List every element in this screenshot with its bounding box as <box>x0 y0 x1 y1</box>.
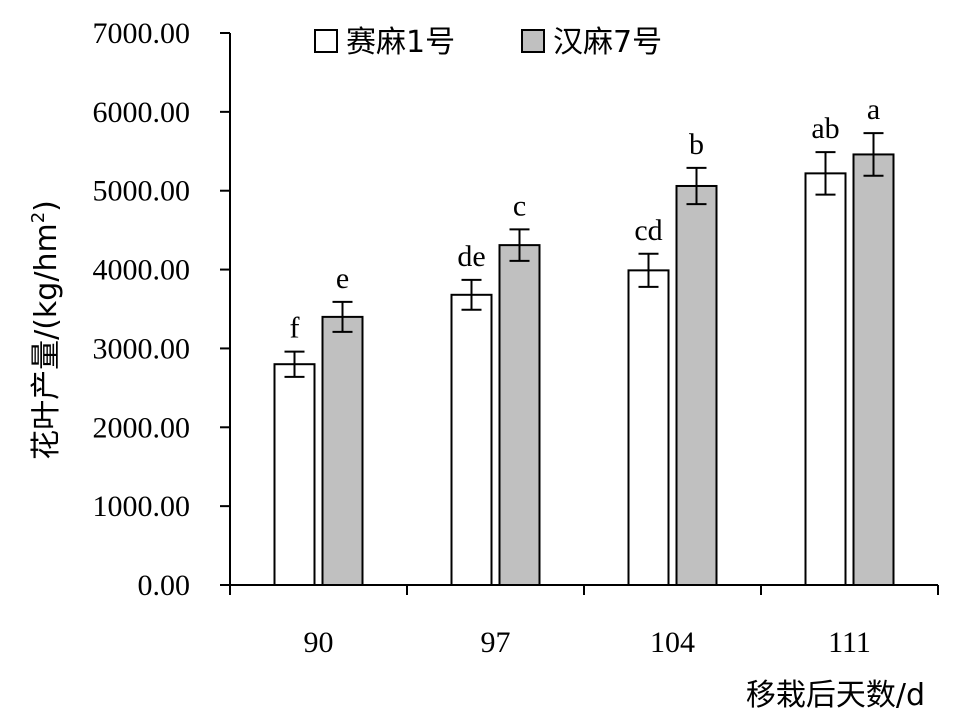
y-ticks: 0.00 1000.00 2000.00 3000.00 4000.00 5000.00 6… <box>93 17 230 602</box>
bar-series-2-104 <box>675 184 718 587</box>
error-bars <box>284 132 884 378</box>
y-axis-title-end: ) <box>29 200 64 212</box>
significance-labels: f e dec cd b aba <box>290 93 881 344</box>
y-tick-label: 5000.00 <box>93 175 191 208</box>
significance-label-series-1-90: f <box>290 312 300 345</box>
significance-label-series-2-97: c <box>513 189 526 222</box>
x-tick-label: 111 <box>828 626 871 659</box>
y-tick-label: 2000.00 <box>93 411 191 444</box>
x-axis-title: 移栽后天数/d <box>746 678 925 713</box>
significance-label-series-2-104: b <box>689 128 704 161</box>
bar-series-1-97 <box>450 293 493 586</box>
y-axis-title-main: 花叶产量/(kg/hm <box>29 223 64 460</box>
bar-series-2-111 <box>852 153 895 586</box>
x-tick-label: 90 <box>304 626 334 659</box>
legend-swatch-series-2 <box>521 29 545 53</box>
x-tick-label: 97 <box>481 626 511 659</box>
legend-label-series-1: 赛麻1号 <box>346 25 455 60</box>
significance-label-series-2-111: a <box>867 93 880 126</box>
y-tick-label: 7000.00 <box>93 17 191 50</box>
bar-series-1-104 <box>627 269 670 586</box>
bar-series-2-97 <box>498 244 541 587</box>
y-tick-label: 6000.00 <box>93 96 191 129</box>
bar-series-2-90 <box>321 315 364 586</box>
y-tick-label: 1000.00 <box>93 490 191 523</box>
bars <box>273 153 895 587</box>
y-tick-label: 3000.00 <box>93 332 191 365</box>
legend: 赛麻1号 汉麻7号 <box>314 25 662 60</box>
y-tick-label: 4000.00 <box>93 254 191 287</box>
y-axis-title: 花叶产量/(kg/hm2) <box>28 200 64 460</box>
x-tick-label: 104 <box>650 626 695 659</box>
legend-swatch-series-1 <box>314 29 338 53</box>
legend-label-series-2: 汉麻7号 <box>553 25 662 60</box>
y-tick-label: 0.00 <box>138 569 191 602</box>
bar-series-1-111 <box>804 172 847 586</box>
bar-series-1-90 <box>273 363 316 587</box>
significance-label-series-1-97: de <box>457 240 485 273</box>
x-ticks: 90 97 104 111 <box>229 585 939 659</box>
y-axis-title-superscript: 2 <box>28 212 49 223</box>
significance-label-series-1-111: ab <box>811 112 839 145</box>
significance-label-series-2-90: e <box>336 262 349 295</box>
significance-label-series-1-104: cd <box>634 214 662 247</box>
